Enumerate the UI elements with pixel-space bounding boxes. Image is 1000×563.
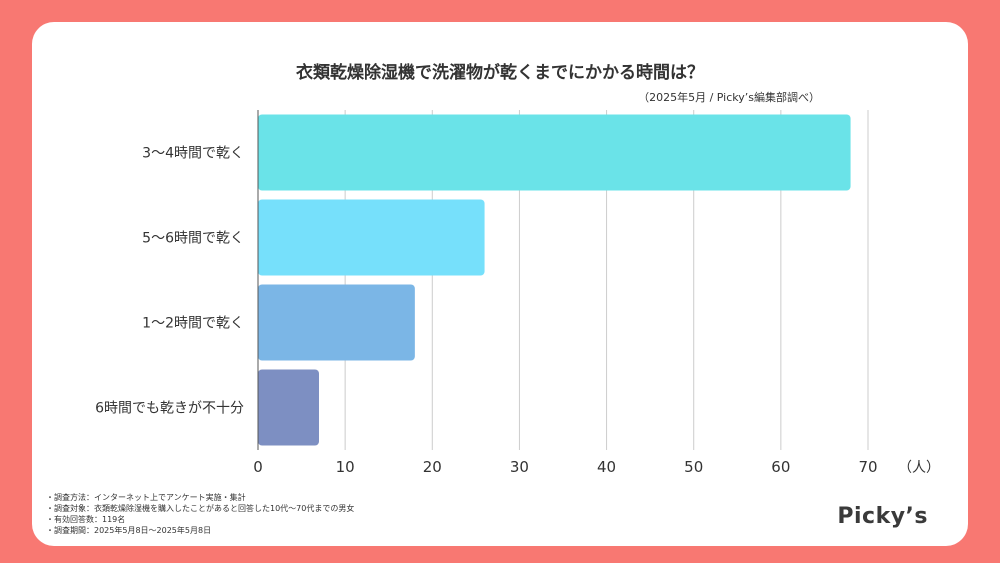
x-unit-label: （人） xyxy=(898,460,940,476)
note-period: ・調査期間：2025年5月8日〜2025年5月8日 xyxy=(46,526,212,535)
category-label: 6時間でも乾きが不十分 xyxy=(95,401,244,417)
note-target: ・調査対象：衣類乾燥除湿機を購入したことがあると回答した10代〜70代までの男女 xyxy=(46,504,355,513)
x-tick-label: 50 xyxy=(684,458,703,476)
chart-card: 衣類乾燥除湿機で洗濯物が乾くまでにかかる時間は？ （2025年5月 / Pick… xyxy=(32,22,968,546)
bar xyxy=(258,369,319,446)
bar-chart: 3〜4時間で乾く 5〜6時間で乾く 1〜2時間で乾く 6時間でも乾きが不十分 0 10 20… xyxy=(95,110,940,476)
bar xyxy=(258,284,415,361)
x-tick-label: 0 xyxy=(253,458,263,476)
survey-notes: ・調査方法：インターネット上でアンケート実施・集計 ・調査対象：衣類乾燥除湿機を… xyxy=(46,492,354,536)
source-note: （2025年5月 / Picky’s編集部調べ） xyxy=(638,91,820,104)
x-tick-label: 10 xyxy=(336,458,355,476)
x-tick-label: 40 xyxy=(597,458,616,476)
brand-logo: Picky’s xyxy=(837,504,928,529)
x-tick-label: 30 xyxy=(510,458,529,476)
x-tick-label: 70 xyxy=(858,458,877,476)
x-tick-label: 60 xyxy=(771,458,790,476)
note-method: ・調査方法：インターネット上でアンケート実施・集計 xyxy=(46,493,246,502)
note-count: ・有効回答数：119名 xyxy=(46,515,126,524)
category-label: 1〜2時間で乾く xyxy=(142,316,244,332)
chart-title: 衣類乾燥除湿機で洗濯物が乾くまでにかかる時間は？ xyxy=(296,63,704,83)
bar xyxy=(258,114,851,191)
bar xyxy=(258,199,485,276)
category-label: 3〜4時間で乾く xyxy=(142,146,244,162)
category-label: 5〜6時間で乾く xyxy=(142,231,244,247)
x-tick-label: 20 xyxy=(423,458,442,476)
